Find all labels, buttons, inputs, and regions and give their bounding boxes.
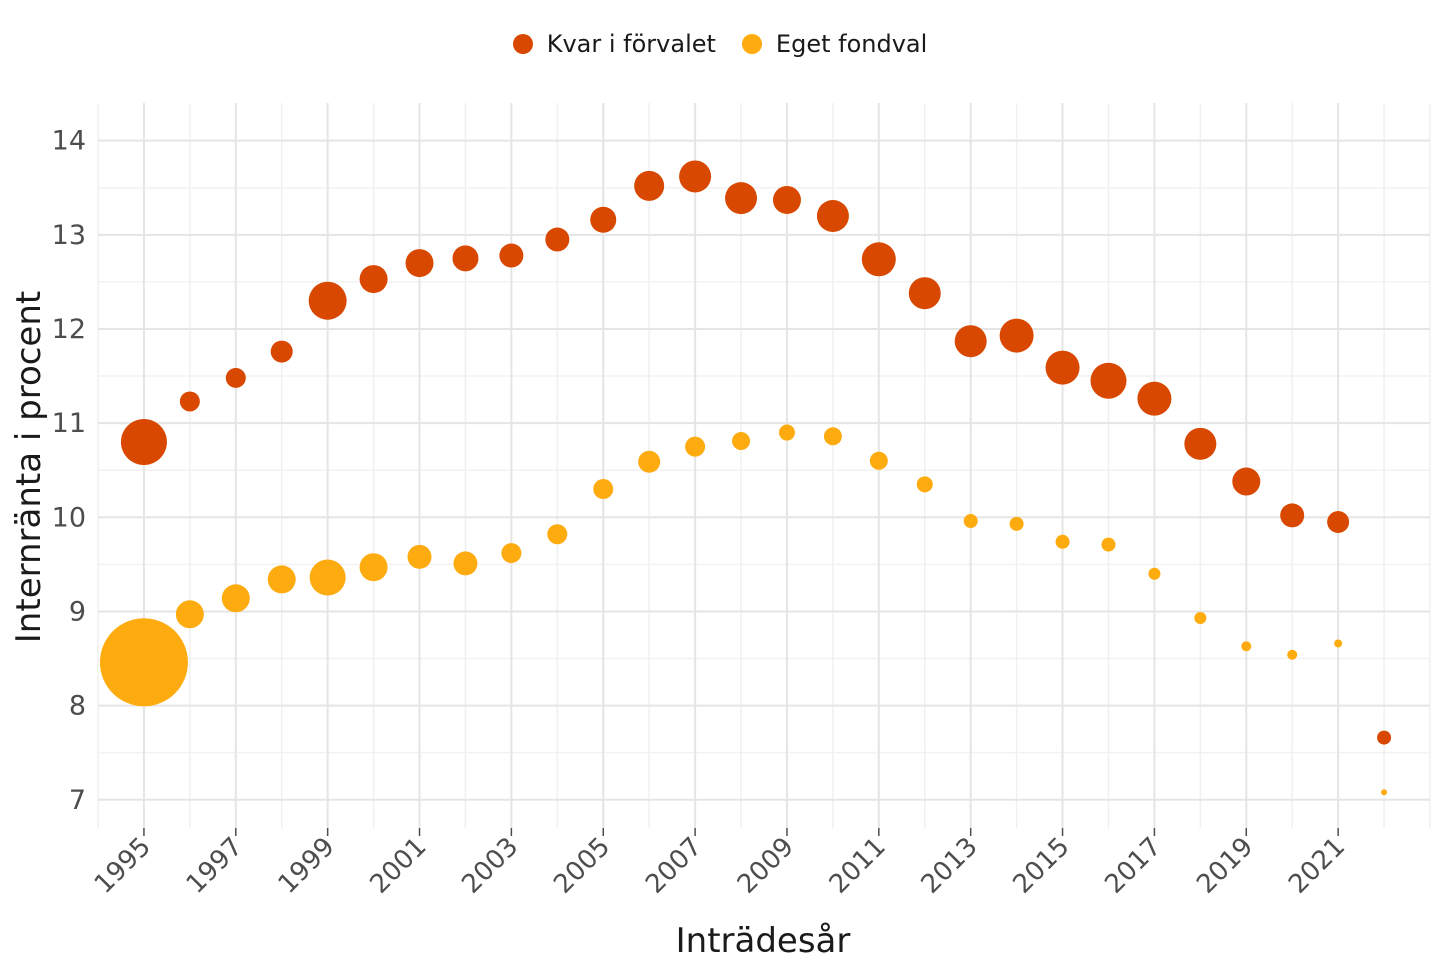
point-eget-fondval-2010 xyxy=(823,427,842,446)
point-eget-fondval-2001 xyxy=(407,544,432,569)
point-kvar-i-forvalet-1995 xyxy=(120,418,167,465)
x-tick-label: 2013 xyxy=(916,832,984,900)
y-tick-label: 14 xyxy=(52,126,86,157)
y-tick-label: 7 xyxy=(69,785,86,816)
point-kvar-i-forvalet-2016 xyxy=(1090,362,1127,399)
point-eget-fondval-2022 xyxy=(1381,789,1388,796)
point-kvar-i-forvalet-2012 xyxy=(908,277,941,310)
x-tick-label: 1997 xyxy=(181,832,249,900)
point-kvar-i-forvalet-2009 xyxy=(772,185,801,214)
point-eget-fondval-2016 xyxy=(1101,537,1116,552)
y-tick-label: 11 xyxy=(52,408,86,439)
point-kvar-i-forvalet-1996 xyxy=(179,391,200,412)
point-eget-fondval-2017 xyxy=(1148,567,1161,580)
y-axis-ticks: 7 8 9 10 11 12 13 14 xyxy=(52,126,86,816)
minor-gridlines xyxy=(97,103,1431,828)
point-kvar-i-forvalet-2004 xyxy=(545,227,570,252)
point-kvar-i-forvalet-2014 xyxy=(999,318,1034,353)
point-kvar-i-forvalet-2005 xyxy=(590,206,617,233)
y-tick-label: 13 xyxy=(52,220,86,251)
data-points xyxy=(99,160,1392,796)
point-eget-fondval-2018 xyxy=(1194,612,1207,625)
x-tick-label: 2001 xyxy=(364,832,432,900)
point-eget-fondval-2004 xyxy=(547,524,568,545)
x-tick-label: 2015 xyxy=(1007,832,1075,900)
point-eget-fondval-2020 xyxy=(1287,649,1298,660)
legend-swatch-kvar-i-forvalet xyxy=(512,34,533,54)
point-kvar-i-forvalet-2013 xyxy=(954,325,987,358)
point-eget-fondval-2014 xyxy=(1009,516,1024,531)
point-eget-fondval-2011 xyxy=(869,451,888,470)
x-tick-label: 2011 xyxy=(824,832,892,900)
point-kvar-i-forvalet-2011 xyxy=(861,242,896,277)
point-eget-fondval-1997 xyxy=(221,584,250,613)
x-tick-label: 2005 xyxy=(548,832,616,900)
point-kvar-i-forvalet-2020 xyxy=(1280,503,1305,528)
point-kvar-i-forvalet-2017 xyxy=(1137,381,1172,416)
point-kvar-i-forvalet-2000 xyxy=(359,265,388,294)
point-eget-fondval-2000 xyxy=(359,553,388,582)
x-tick-label: 2003 xyxy=(456,832,524,900)
x-tick-label: 1995 xyxy=(89,832,157,900)
point-eget-fondval-2007 xyxy=(685,436,706,457)
x-axis-ticks: 1995 1997 1999 2001 2003 2005 2007 2009 2011 2013… xyxy=(89,828,1351,900)
point-kvar-i-forvalet-2022 xyxy=(1377,730,1392,745)
x-tick-label: 1999 xyxy=(273,832,341,900)
point-kvar-i-forvalet-1997 xyxy=(225,367,246,388)
point-kvar-i-forvalet-2003 xyxy=(499,243,524,268)
legend-label-eget-fondval: Eget fondval xyxy=(775,30,928,58)
point-eget-fondval-2003 xyxy=(501,543,522,564)
point-kvar-i-forvalet-2015 xyxy=(1045,350,1080,385)
point-kvar-i-forvalet-2006 xyxy=(634,170,665,201)
point-eget-fondval-2015 xyxy=(1055,534,1070,549)
point-kvar-i-forvalet-2019 xyxy=(1232,467,1261,496)
point-eget-fondval-2012 xyxy=(916,476,933,493)
point-kvar-i-forvalet-2002 xyxy=(452,245,479,272)
point-kvar-i-forvalet-1998 xyxy=(270,340,293,363)
point-eget-fondval-2002 xyxy=(453,551,478,576)
point-kvar-i-forvalet-2018 xyxy=(1184,427,1217,460)
y-axis-title: Internränta i procent xyxy=(9,291,49,643)
x-tick-label: 2009 xyxy=(732,832,800,900)
legend-swatch-eget-fondval xyxy=(741,34,762,54)
point-eget-fondval-1999 xyxy=(309,559,346,596)
point-eget-fondval-2021 xyxy=(1334,639,1343,648)
point-eget-fondval-1996 xyxy=(175,600,204,629)
point-eget-fondval-2005 xyxy=(593,479,614,500)
point-kvar-i-forvalet-2008 xyxy=(725,182,758,215)
point-kvar-i-forvalet-2007 xyxy=(679,160,712,193)
x-tick-label: 2021 xyxy=(1283,832,1351,900)
point-kvar-i-forvalet-2001 xyxy=(405,249,434,278)
point-eget-fondval-2019 xyxy=(1241,641,1252,652)
point-eget-fondval-1998 xyxy=(267,565,296,594)
y-tick-label: 12 xyxy=(52,314,86,345)
major-gridlines xyxy=(98,103,1430,828)
legend-item-eget-fondval: Eget fondval xyxy=(741,30,928,58)
legend: Kvar i förvalet Eget fondval xyxy=(0,30,1440,58)
point-eget-fondval-2013 xyxy=(963,514,978,529)
point-eget-fondval-2008 xyxy=(732,432,751,451)
legend-item-kvar-i-forvalet: Kvar i förvalet xyxy=(512,30,716,58)
point-kvar-i-forvalet-2021 xyxy=(1327,510,1350,533)
point-eget-fondval-2009 xyxy=(778,424,795,441)
y-tick-label: 9 xyxy=(69,596,86,627)
point-kvar-i-forvalet-1999 xyxy=(308,281,347,320)
point-eget-fondval-2006 xyxy=(638,450,661,473)
x-axis-title: Inträdesår xyxy=(676,921,851,960)
y-tick-label: 10 xyxy=(52,502,86,533)
x-tick-label: 2017 xyxy=(1099,832,1167,900)
x-tick-label: 2007 xyxy=(640,832,708,900)
point-eget-fondval-1995 xyxy=(99,618,188,707)
point-kvar-i-forvalet-2010 xyxy=(816,199,849,232)
y-tick-label: 8 xyxy=(69,691,86,722)
x-tick-label: 2019 xyxy=(1191,832,1259,900)
legend-label-kvar-i-forvalet: Kvar i förvalet xyxy=(546,30,716,58)
